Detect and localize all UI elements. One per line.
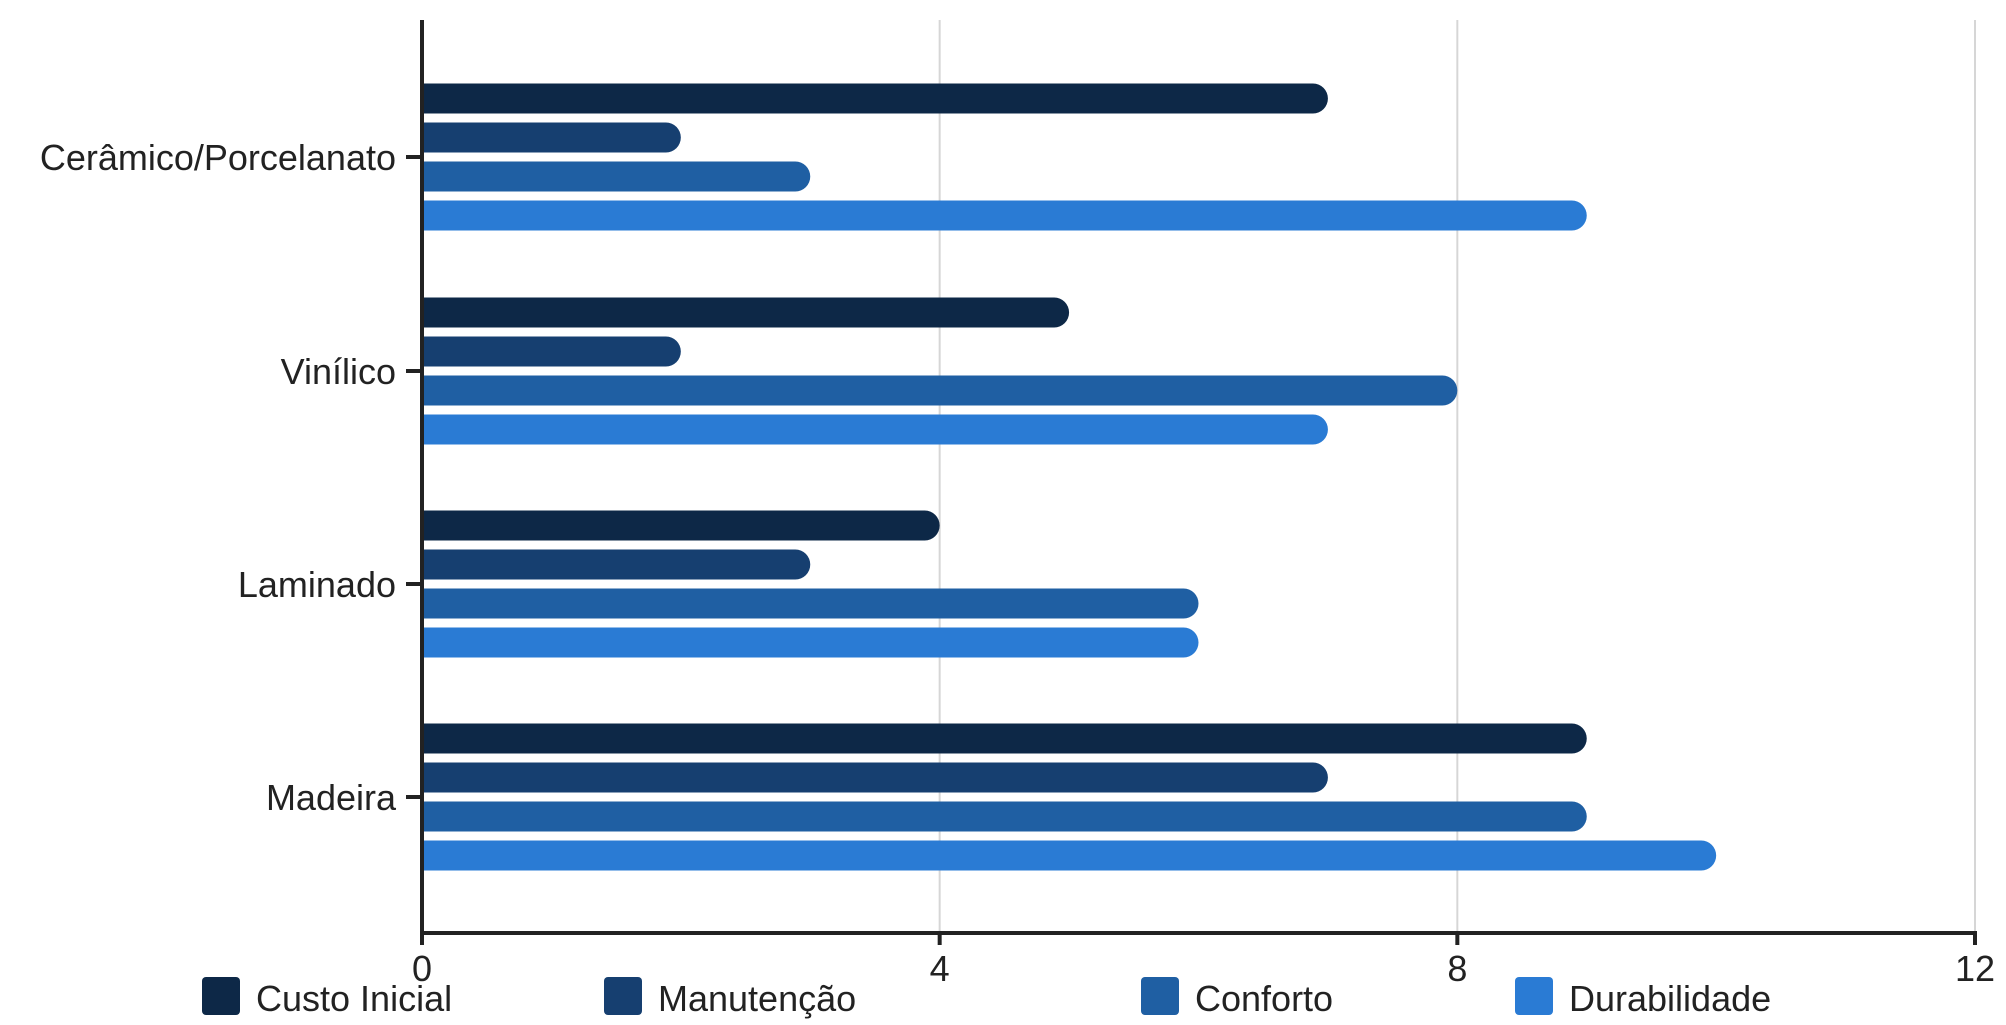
category-label: Madeira: [266, 777, 397, 818]
x-tick-label: 8: [1447, 948, 1467, 989]
legend-label: Conforto: [1195, 978, 1333, 1019]
legend-swatch: [604, 977, 642, 1015]
legend-label: Durabilidade: [1569, 978, 1771, 1019]
bar-laminado-manuten-o: [422, 549, 811, 580]
bar-cer-mico-porcelanato-manuten-o: [422, 122, 681, 153]
bar-cer-mico-porcelanato-custo-inicial: [422, 83, 1328, 114]
bar-laminado-durabilidade: [422, 627, 1199, 658]
x-tick-label: 0: [412, 948, 432, 989]
legend-label: Custo Inicial: [256, 978, 452, 1019]
category-label: Laminado: [238, 564, 396, 605]
legend-item: Durabilidade: [1515, 977, 1771, 1019]
bar-vin-lico-custo-inicial: [422, 297, 1070, 328]
bar-laminado-conforto: [422, 588, 1199, 619]
bar-vin-lico-manuten-o: [422, 336, 681, 367]
category-label: Vinílico: [281, 351, 396, 392]
bar-cer-mico-porcelanato-conforto: [422, 161, 811, 192]
bar-cer-mico-porcelanato-durabilidade: [422, 200, 1587, 231]
bar-madeira-conforto: [422, 801, 1587, 832]
x-tick-label: 4: [930, 948, 950, 989]
x-tick-label: 12: [1955, 948, 1995, 989]
bars: [422, 83, 1717, 871]
axes: [406, 20, 1977, 945]
bar-madeira-durabilidade: [422, 840, 1717, 871]
legend-swatch: [1515, 977, 1553, 1015]
bar-madeira-custo-inicial: [422, 723, 1587, 754]
legend-item: Manutenção: [604, 977, 856, 1019]
grid-lines: [938, 20, 1976, 933]
legend-label: Manutenção: [658, 978, 856, 1019]
bar-vin-lico-durabilidade: [422, 414, 1328, 445]
legend-swatch: [202, 977, 240, 1015]
bar-madeira-manuten-o: [422, 762, 1328, 793]
bar-laminado-custo-inicial: [422, 510, 940, 541]
legend-item: Custo Inicial: [202, 977, 452, 1019]
legend: Custo Inicial Manutenção Conforto Durabilid…: [202, 977, 1771, 1019]
legend-swatch: [1141, 977, 1179, 1015]
axis-labels: 0 4 8 12 Cerâmico/Porcelanato Vinílico Laminad…: [40, 137, 1995, 989]
bar-vin-lico-conforto: [422, 375, 1458, 406]
legend-item: Conforto: [1141, 977, 1333, 1019]
category-label: Cerâmico/Porcelanato: [40, 137, 396, 178]
